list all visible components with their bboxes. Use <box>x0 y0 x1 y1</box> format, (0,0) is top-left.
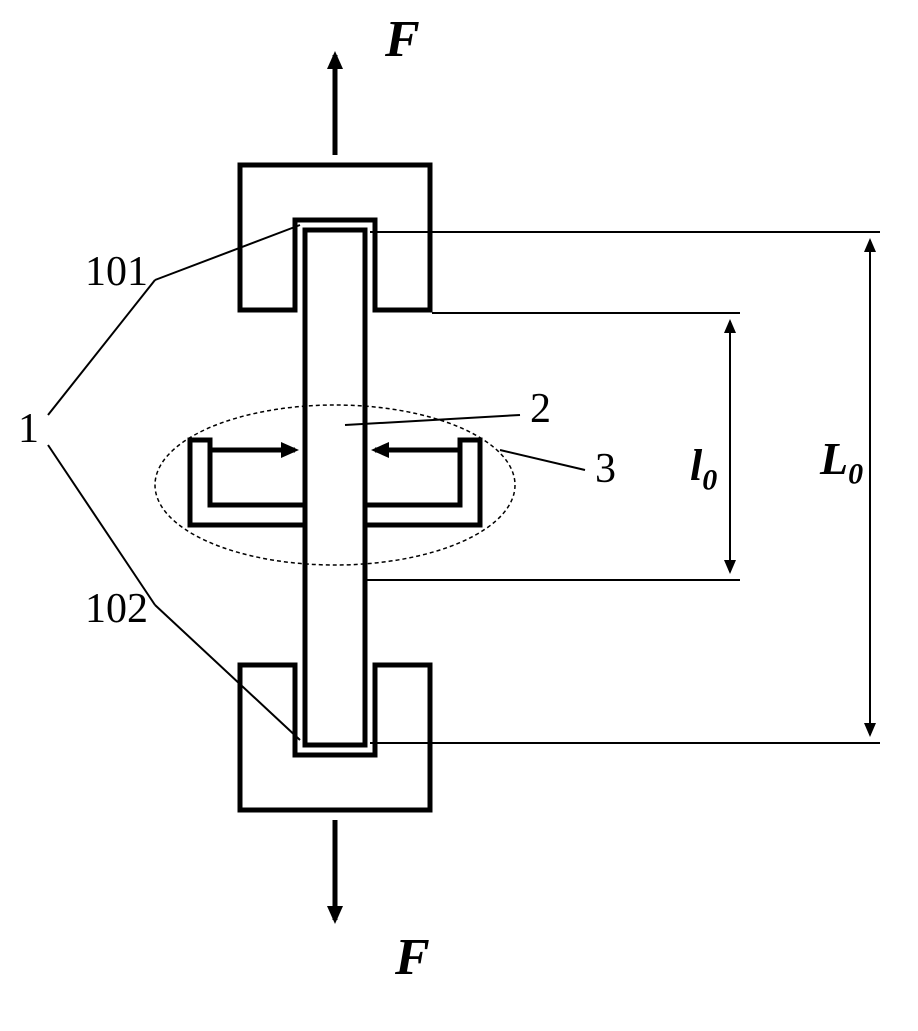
callout-101: 101 <box>85 248 148 296</box>
callout-1: 1 <box>18 405 39 453</box>
force-label-bottom: F <box>395 928 430 987</box>
force-label-top: F <box>385 10 420 69</box>
dim-extension-l0 <box>365 313 740 580</box>
dim-label-L0: L0 <box>820 432 863 491</box>
diagram-canvas <box>0 0 918 1031</box>
dim-label-l0: l0 <box>690 440 717 497</box>
callout-3: 3 <box>595 445 616 493</box>
extensometer-left <box>190 440 305 525</box>
specimen-bar <box>305 230 365 745</box>
callout-102: 102 <box>85 585 148 633</box>
extensometer-right <box>365 440 480 525</box>
callout-2: 2 <box>530 385 551 433</box>
dim-extension-L0 <box>370 232 880 743</box>
